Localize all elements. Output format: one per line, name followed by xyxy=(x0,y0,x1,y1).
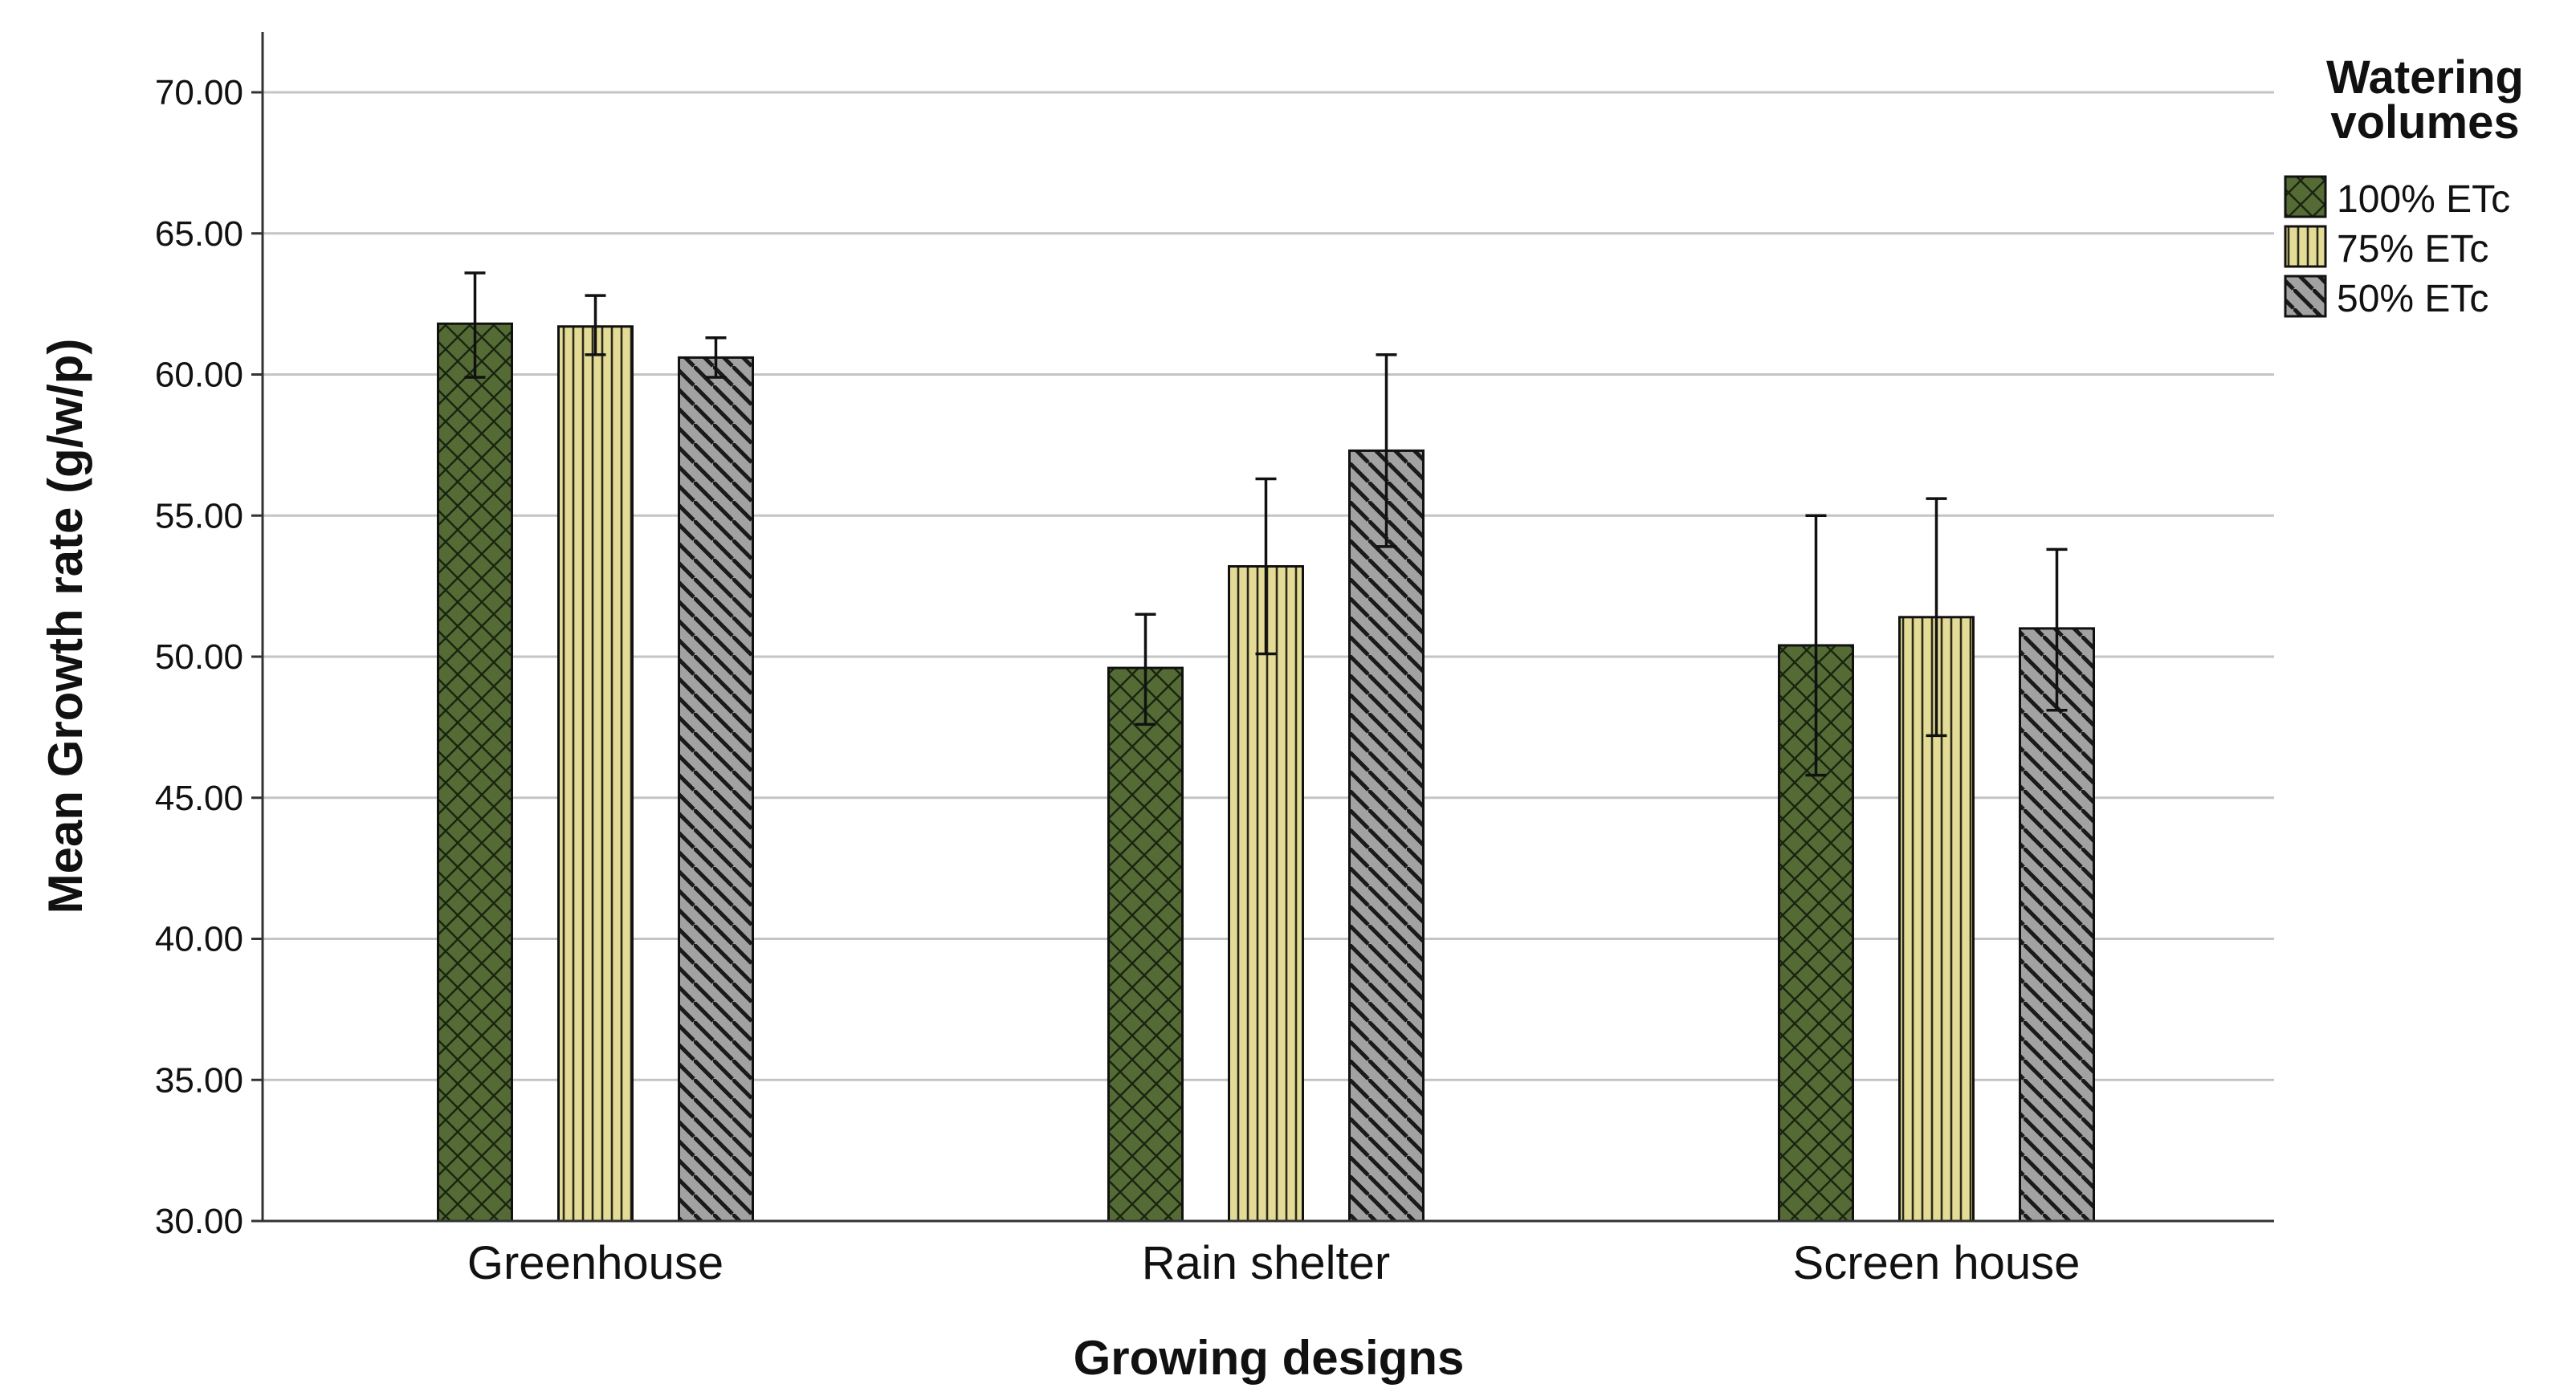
bar-rain-shelter-2[interactable] xyxy=(1348,449,1425,1223)
y-tick-label: 50.00 xyxy=(155,637,243,677)
x-axis-title: Growing designs xyxy=(1074,1331,1465,1385)
legend-item-75[interactable]: 75% ETc xyxy=(2284,225,2488,271)
legend-label-50: 50% ETc xyxy=(2337,278,2488,320)
error-bar xyxy=(2046,547,2068,712)
x-category-label: Screen house xyxy=(1793,1237,2081,1289)
bar-greenhouse-1[interactable] xyxy=(557,325,634,1223)
error-bar xyxy=(1376,353,1397,548)
error-bar xyxy=(1926,497,1947,738)
error-bar xyxy=(464,271,486,379)
error-bar xyxy=(1255,477,1277,656)
x-category-label: Rain shelter xyxy=(1142,1237,1390,1289)
legend: Watering volumes 100% ETc 75% ETc 50% ET… xyxy=(2284,51,2524,320)
error-bar xyxy=(585,294,606,356)
x-category-label: Greenhouse xyxy=(467,1237,723,1289)
error-bar xyxy=(705,336,727,379)
x-category-labels: Greenhouse Rain shelter Screen house xyxy=(467,1237,2081,1289)
y-axis-title: Mean Growth rate (g/w/p) xyxy=(39,339,92,914)
legend-label-100: 100% ETc xyxy=(2337,178,2510,221)
bar-rain-shelter-0[interactable] xyxy=(1107,666,1184,1223)
y-tick-label: 40.00 xyxy=(155,920,243,959)
bar-screen-house-2[interactable] xyxy=(2019,627,2095,1223)
bar-rain-shelter-1[interactable] xyxy=(1228,565,1304,1223)
bars xyxy=(437,322,2095,1223)
y-tick-label: 60.00 xyxy=(155,356,243,395)
legend-swatch-75-icon xyxy=(2284,225,2327,268)
legend-item-50[interactable]: 50% ETc xyxy=(2284,275,2488,320)
legend-title-line-2: volumes xyxy=(2330,96,2519,149)
error-bar xyxy=(1135,613,1156,726)
y-tick-label: 45.00 xyxy=(155,779,243,818)
legend-swatch-50-icon xyxy=(2284,275,2327,318)
legend-title-line-1: Watering xyxy=(2326,51,2524,104)
bar-greenhouse-2[interactable] xyxy=(678,356,754,1223)
legend-item-100[interactable]: 100% ETc xyxy=(2284,175,2510,221)
bar-greenhouse-0[interactable] xyxy=(437,322,513,1223)
y-tick-label: 55.00 xyxy=(155,496,243,535)
y-tick-label: 65.00 xyxy=(155,214,243,254)
legend-label-75: 75% ETc xyxy=(2337,228,2488,271)
y-tick-labels: 30.00 35.00 40.00 45.00 50.00 55.00 60.00 65.00… xyxy=(155,73,263,1241)
y-tick-label: 30.00 xyxy=(155,1202,243,1241)
legend-swatch-100-icon xyxy=(2284,175,2327,218)
error-bars xyxy=(464,271,2068,777)
error-bar xyxy=(1805,514,1827,777)
y-tick-label: 70.00 xyxy=(155,73,243,112)
y-tick-label: 35.00 xyxy=(155,1060,243,1100)
